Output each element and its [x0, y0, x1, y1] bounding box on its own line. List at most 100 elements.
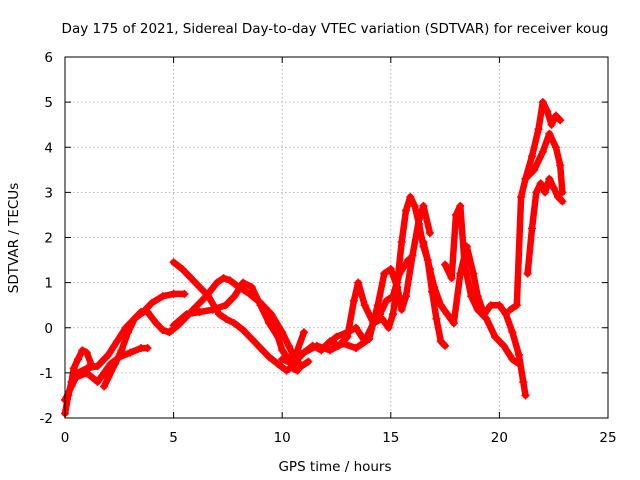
data-point-marker	[514, 350, 523, 359]
data-point-marker	[558, 188, 567, 197]
data-point-marker	[213, 278, 222, 287]
data-point-marker	[456, 201, 465, 210]
data-point-marker	[325, 346, 334, 355]
x-tick-label: 20	[491, 430, 508, 446]
data-point-marker	[169, 321, 178, 330]
data-point-marker	[408, 251, 417, 260]
data-point-marker	[527, 224, 536, 233]
data-point-marker	[297, 362, 306, 371]
data-point-marker	[378, 314, 387, 323]
data-point-marker	[282, 366, 291, 375]
data-point-marker	[152, 319, 161, 328]
data-point-marker	[256, 344, 265, 353]
data-point-marker	[349, 296, 358, 305]
x-tick-label: 25	[599, 430, 616, 446]
data-point-marker	[558, 197, 567, 206]
data-point-marker	[299, 348, 308, 357]
data-point-marker	[508, 355, 517, 364]
data-point-marker	[339, 339, 348, 348]
data-point-marker	[482, 314, 491, 323]
data-point-marker	[221, 301, 230, 310]
data-point-marker	[469, 269, 478, 278]
data-point-marker	[449, 319, 458, 328]
data-point-marker	[289, 359, 298, 368]
data-point-marker	[278, 355, 287, 364]
data-point-marker	[110, 359, 119, 368]
data-point-marker	[554, 192, 563, 201]
data-point-marker	[82, 368, 91, 377]
data-point-marker	[527, 152, 536, 161]
y-tick-label: 0	[44, 321, 53, 337]
data-point-marker	[100, 382, 109, 391]
data-point-marker	[425, 228, 434, 237]
data-point-marker	[312, 341, 321, 350]
data-point-marker	[169, 289, 178, 298]
data-point-marker	[499, 341, 508, 350]
data-point-marker	[393, 278, 402, 287]
data-point-marker	[247, 283, 256, 292]
data-point-marker	[517, 192, 526, 201]
data-point-marker	[71, 373, 80, 382]
data-point-marker	[541, 188, 550, 197]
data-point-marker	[402, 292, 411, 301]
data-point-marker	[512, 301, 521, 310]
series-line-arc-10	[420, 238, 529, 399]
y-tick-label: 4	[44, 140, 53, 156]
data-point-marker	[293, 366, 302, 375]
data-point-marker	[208, 305, 217, 314]
data-point-marker	[126, 348, 135, 357]
y-tick-label: 1	[44, 276, 53, 292]
data-point-marker	[543, 107, 552, 116]
data-point-marker	[130, 314, 139, 323]
data-point-marker	[467, 292, 476, 301]
data-point-marker	[123, 328, 132, 337]
data-point-marker	[267, 310, 276, 319]
data-point-marker	[354, 278, 363, 287]
data-point-marker	[384, 323, 393, 332]
data-point-marker	[410, 201, 419, 210]
data-point-marker	[380, 269, 389, 278]
data-point-marker	[226, 276, 235, 285]
x-tick-label: 10	[274, 430, 291, 446]
data-point-marker	[299, 328, 308, 337]
data-point-marker	[369, 319, 378, 328]
data-point-marker	[523, 269, 532, 278]
data-point-marker	[486, 301, 495, 310]
data-point-marker	[538, 98, 547, 107]
data-point-marker	[373, 301, 382, 310]
plot-area	[61, 98, 567, 418]
x-tick-label: 5	[169, 430, 178, 446]
series-line-arc-11	[441, 202, 523, 368]
data-point-marker	[265, 353, 274, 362]
series-line-arc-8	[300, 202, 434, 356]
data-point-marker	[239, 326, 248, 335]
data-point-marker	[551, 143, 560, 152]
data-point-marker	[352, 344, 361, 353]
data-point-marker	[100, 368, 109, 377]
data-point-marker	[451, 210, 460, 219]
data-point-marker	[425, 265, 434, 274]
axis-ticks: 0 5 10 15 20 25 -2 -1 0 1 2 3 4 5 6	[40, 50, 617, 446]
data-point-marker	[491, 332, 500, 341]
data-point-marker	[104, 350, 113, 359]
data-point-marker	[82, 348, 91, 357]
data-point-marker	[534, 125, 543, 134]
data-point-marker	[221, 314, 230, 323]
y-tick-label: -2	[40, 411, 53, 427]
data-point-marker	[419, 201, 428, 210]
data-point-marker	[538, 147, 547, 156]
data-point-marker	[549, 183, 558, 192]
data-point-marker	[501, 310, 510, 319]
data-point-marker	[415, 219, 424, 228]
data-point-marker	[447, 274, 456, 283]
data-point-marker	[143, 307, 152, 316]
data-point-marker	[230, 292, 239, 301]
data-point-marker	[147, 298, 156, 307]
data-point-marker	[93, 377, 102, 386]
data-point-marker	[104, 373, 113, 382]
data-point-marker	[273, 332, 282, 341]
data-point-marker	[158, 292, 167, 301]
data-point-marker	[521, 174, 530, 183]
data-point-marker	[265, 319, 274, 328]
